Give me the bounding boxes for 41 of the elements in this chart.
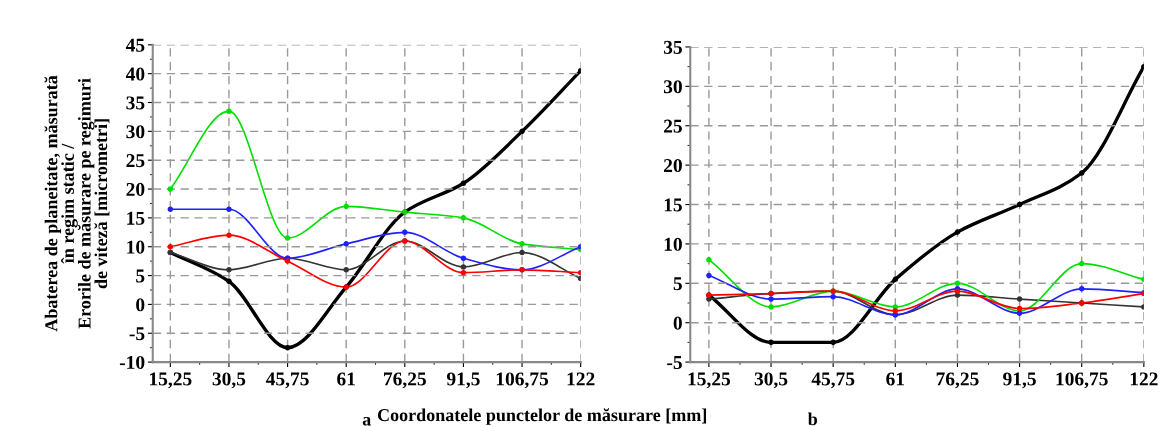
x-tick-label: 45,75 xyxy=(811,372,855,389)
y-tick-label: 5 xyxy=(673,277,682,291)
y-tick-label: 20 xyxy=(664,158,682,173)
y-tick-label: 35 xyxy=(126,96,145,110)
y-tick-label: 20 xyxy=(126,182,145,196)
x-tick-label: 91,5 xyxy=(446,372,480,389)
y-tick-label: 10 xyxy=(127,240,145,254)
x-tick-label: 61 xyxy=(337,372,355,386)
y-tick-label: 15 xyxy=(127,211,145,225)
y-tick-label: 30 xyxy=(126,125,145,139)
x-tick-label: 76,25 xyxy=(384,372,426,389)
y-tick-label: 30 xyxy=(663,80,682,94)
x-tick-label: 30,5 xyxy=(754,372,788,389)
x-tick-label: 15,25 xyxy=(150,372,192,389)
y-tick-label: 40 xyxy=(125,67,145,81)
y-tick-label: 0 xyxy=(673,316,682,330)
y-tick-label: -10 xyxy=(119,355,145,370)
x-axis-title: Coordonatele punctelor de măsurare [mm] xyxy=(377,408,707,425)
y-tick-label: 0 xyxy=(136,298,145,312)
y-tick-label: 35 xyxy=(663,40,682,54)
x-tick-label: 122 xyxy=(1130,372,1158,386)
x-tick-label: 122 xyxy=(567,372,595,386)
x-tick-label: 106,75 xyxy=(496,372,549,389)
y-tick-label: 25 xyxy=(664,119,682,133)
text: a xyxy=(362,416,371,426)
x-tick-label: 15,25 xyxy=(688,372,731,389)
y-tick-label: -5 xyxy=(667,356,682,370)
x-tick-label: 45,75 xyxy=(265,372,309,389)
y-tick-label: 5 xyxy=(136,269,145,283)
y-tick-label: 25 xyxy=(126,154,145,168)
y-tick-label: 45 xyxy=(125,38,145,52)
y-tick-label: 10 xyxy=(664,237,682,251)
y-tick-label: 15 xyxy=(664,198,682,212)
x-tick-label: 91,5 xyxy=(1003,372,1036,389)
x-tick-label: 30,5 xyxy=(212,372,246,389)
y-tick-label: -5 xyxy=(129,327,145,341)
text: b xyxy=(807,412,818,426)
x-tick-label: 61 xyxy=(886,372,905,386)
y-axis-title: Abaterea de planeitate, măsurată în regim static / Erorile de măsurare pe regimuri de viteză [micrometri] xyxy=(44,75,110,332)
x-tick-label: 76,25 xyxy=(936,372,979,389)
x-tick-label: 106,75 xyxy=(1056,372,1108,389)
